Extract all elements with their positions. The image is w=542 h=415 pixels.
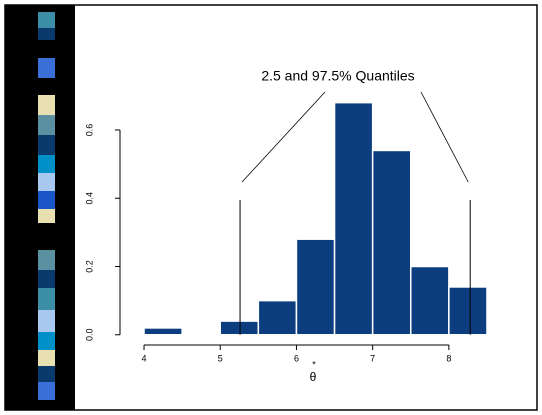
x-tick-label: 8 xyxy=(446,353,451,363)
annotation-pointer xyxy=(421,92,468,182)
frame xyxy=(5,5,537,410)
bar xyxy=(411,266,449,334)
y-tick-label: 0.2 xyxy=(84,260,94,273)
bar xyxy=(144,328,182,335)
bar xyxy=(449,287,487,335)
annotation: 2.5 and 97.5% Quantiles xyxy=(261,68,414,84)
x-tick-label: 6 xyxy=(294,353,299,363)
bar xyxy=(258,301,296,335)
y-tick-label: 0.4 xyxy=(84,192,94,205)
annotation-pointer xyxy=(242,92,325,182)
y-tick-label: 0.0 xyxy=(84,329,94,342)
sidebar-swatches xyxy=(38,12,55,400)
bar xyxy=(373,150,411,334)
x-axis-label-superscript: * xyxy=(312,359,316,369)
x-tick-label: 5 xyxy=(218,353,223,363)
chart: 2.5 and 97.5% Quantiles θ * 0.0 0.2 0.4 0.6… xyxy=(0,0,542,415)
bar xyxy=(220,321,258,335)
bar xyxy=(335,103,373,335)
y-tick-label: 0.6 xyxy=(84,124,94,137)
x-tick-label: 4 xyxy=(142,353,147,363)
x-axis-label: θ xyxy=(310,370,317,384)
x-tick-label: 7 xyxy=(370,353,375,363)
bar xyxy=(296,239,334,335)
